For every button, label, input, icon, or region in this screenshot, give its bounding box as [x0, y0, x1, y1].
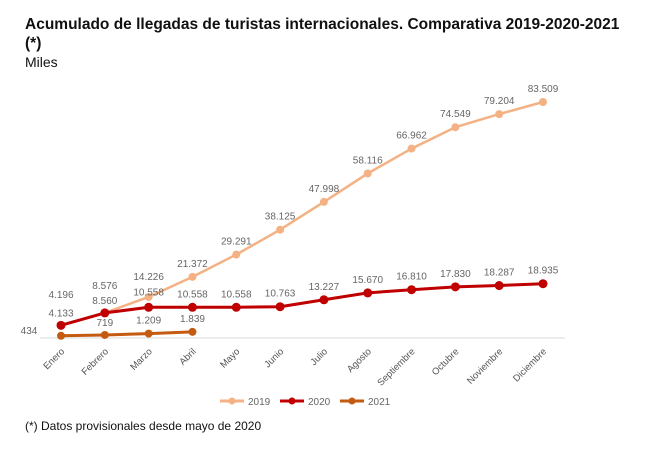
- data-point-2020: [450, 282, 460, 292]
- data-label-2019: 8.576: [92, 281, 117, 292]
- x-tick-label: Mayo: [218, 346, 242, 370]
- legend-label-2021: 2021: [368, 397, 391, 408]
- data-label-2020: 10.763: [265, 289, 296, 300]
- data-label-2019: 47.998: [309, 184, 340, 195]
- data-point-2019: [495, 110, 504, 119]
- data-label-2020: 4.133: [48, 308, 73, 319]
- legend-label-2019: 2019: [248, 397, 271, 408]
- data-point-2019: [319, 197, 328, 206]
- data-label-2019: 4.196: [48, 290, 73, 301]
- data-label-2020: 16.810: [396, 272, 427, 283]
- data-label-2020: 18.935: [528, 266, 559, 277]
- data-point-2020: [275, 302, 285, 312]
- legend-marker-2019: [228, 397, 236, 405]
- data-point-2020: [100, 308, 110, 318]
- data-label-2019: 79.204: [484, 96, 515, 107]
- data-point-2021: [144, 329, 153, 338]
- chart-title: Acumulado de llegadas de turistas intern…: [25, 16, 620, 52]
- footnote: (*) Datos provisionales desde mayo de 20…: [25, 419, 262, 433]
- data-point-2019: [539, 98, 547, 106]
- data-label-2019: 58.116: [353, 155, 383, 166]
- data-label-2021: 1.209: [136, 316, 161, 327]
- data-point-2020: [187, 302, 197, 312]
- data-label-2020: 8.560: [92, 296, 117, 307]
- data-label-2019: 66.962: [396, 131, 427, 142]
- data-point-2021: [100, 330, 109, 339]
- data-label-2020: 10.558: [221, 289, 252, 300]
- series-line-2019: [60, 100, 544, 327]
- x-tick-label: Febrero: [80, 346, 111, 377]
- data-label-2019: 14.226: [133, 272, 164, 283]
- data-label-2020: 18.287: [484, 268, 515, 279]
- data-point-2020: [56, 320, 66, 330]
- data-point-2020: [538, 279, 548, 289]
- series-line-2021: [60, 330, 193, 338]
- x-tick-label: Agosto: [345, 346, 374, 375]
- data-point-2019: [407, 144, 416, 153]
- data-label-2021: 719: [96, 318, 113, 329]
- x-tick-label: Enero: [41, 346, 67, 372]
- data-label-2019: 21.372: [177, 259, 208, 270]
- data-label-2020: 10.558: [133, 287, 164, 298]
- x-tick-label: Septiembre: [376, 346, 418, 388]
- x-tick-label: Octubre: [430, 346, 462, 378]
- x-tick-label: Junio: [262, 346, 286, 370]
- data-point-2021: [188, 327, 197, 336]
- series-line-2020: [60, 282, 544, 327]
- data-point-2020: [494, 281, 504, 291]
- data-label-2019: 38.125: [265, 212, 296, 223]
- data-label-2020: 17.830: [440, 269, 471, 280]
- data-point-2020: [407, 285, 417, 295]
- data-label-2020: 10.558: [177, 289, 208, 300]
- data-point-2020: [144, 302, 154, 312]
- legend-label-2020: 2020: [308, 397, 331, 408]
- data-point-2020: [363, 288, 373, 298]
- x-tick-label: Julio: [308, 346, 330, 368]
- data-label-2019: 83.509: [528, 84, 559, 95]
- legend-marker-2020: [288, 397, 296, 405]
- data-point-2019: [363, 169, 372, 178]
- data-label-2020: 13.227: [309, 282, 340, 293]
- data-label-2020: 15.670: [352, 275, 383, 286]
- data-point-2019: [276, 225, 285, 234]
- data-point-2021: [57, 331, 65, 340]
- data-label-2019: 74.549: [440, 109, 471, 120]
- x-tick-label: Noviembre: [465, 346, 505, 386]
- data-label-2021: 434: [21, 326, 38, 337]
- data-point-2019: [232, 250, 241, 259]
- x-tick-label: Abril: [177, 346, 198, 367]
- chart-units: Miles: [25, 54, 58, 70]
- x-tick-label: Marzo: [128, 346, 154, 372]
- legend-marker-2021: [348, 397, 356, 405]
- data-point-2019: [188, 272, 197, 281]
- x-tick-label: Diciembre: [511, 346, 549, 384]
- data-point-2020: [231, 302, 241, 312]
- data-point-2020: [319, 295, 329, 305]
- data-point-2019: [144, 292, 153, 301]
- data-label-2019: 29.291: [221, 237, 252, 248]
- data-point-2019: [451, 123, 460, 132]
- data-label-2021: 1.839: [180, 314, 205, 325]
